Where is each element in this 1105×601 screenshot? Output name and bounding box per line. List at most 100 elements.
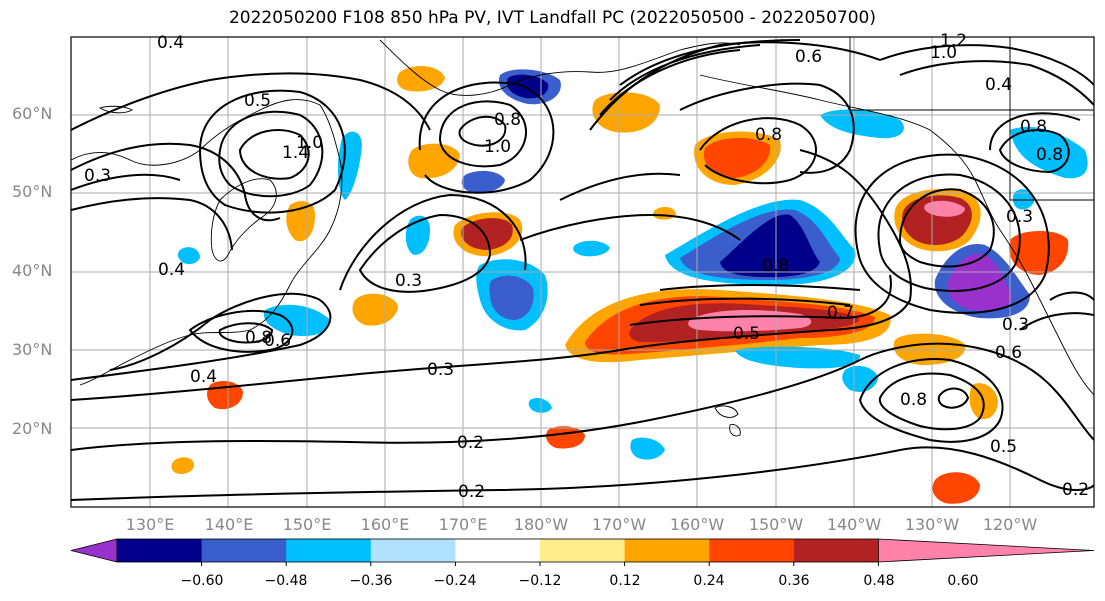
colorbar-swatch [201, 539, 287, 562]
shade-positive [286, 201, 315, 242]
contour-label: 0.3 [1002, 315, 1029, 335]
shade-negative [528, 397, 552, 413]
coastline [849, 37, 1094, 111]
shade-negative [573, 240, 610, 257]
contour-label: 1.2 [940, 31, 967, 51]
lon-label: 170°W [591, 515, 647, 534]
shade-negative [947, 253, 1012, 311]
shade-negative [461, 170, 505, 193]
contour [71, 359, 861, 451]
lon-label: 170°E [438, 515, 488, 534]
colorbar-tick-label: 0.48 [863, 573, 895, 589]
contour-label: 1.4 [282, 143, 309, 163]
contour [438, 100, 527, 168]
contour [71, 292, 332, 381]
contour [238, 129, 310, 180]
lon-label: 140°E [204, 515, 254, 534]
contour [639, 297, 851, 306]
shade-positive [408, 143, 460, 179]
contour-label: 0.3 [427, 360, 454, 380]
colorbar-tick-label: 0.36 [778, 573, 810, 589]
plot-frame [70, 36, 1095, 508]
lon-label: 150°W [748, 515, 804, 534]
contour-label: 0.4 [985, 75, 1012, 95]
contour [609, 44, 761, 101]
contour [629, 274, 892, 326]
lon-label: 180°W [513, 515, 569, 534]
lon-label: 140°W [826, 515, 882, 534]
contour-label: 0.4 [157, 33, 184, 53]
contour-label: 0.5 [733, 324, 760, 344]
contour-label: 0.5 [244, 91, 271, 111]
colorbar [70, 538, 1095, 566]
colorbar-tick-label: −0.12 [518, 573, 562, 589]
shade-positive [397, 66, 445, 92]
shade-positive [932, 472, 980, 504]
contour-label: 0.6 [995, 343, 1022, 363]
contour-label: 0.8 [762, 256, 789, 276]
contour [71, 446, 1094, 501]
contour [339, 193, 527, 291]
lon-label: 130°E [125, 515, 175, 534]
shade-positive [703, 137, 771, 178]
contour-label: 0.8 [245, 328, 272, 348]
contour [679, 82, 855, 174]
contour [71, 349, 621, 401]
contour [898, 188, 995, 268]
colorbar-swatch [540, 539, 626, 562]
contour-label: 0.7 [827, 303, 854, 323]
contour-label: 0.2 [457, 433, 484, 453]
coastline [210, 178, 277, 262]
shade-positive [1009, 231, 1069, 275]
colorbar-swatch [624, 539, 710, 562]
contour [877, 173, 1021, 292]
shade-negative [489, 275, 534, 320]
contour [899, 60, 1094, 106]
colorbar-tick-label: −0.48 [264, 573, 308, 589]
contour [519, 213, 741, 241]
colorbar-tick-label: −0.24 [433, 573, 477, 589]
colorbar-swatch [455, 539, 541, 562]
contour [418, 81, 555, 194]
contour-label: 0.8 [494, 110, 521, 130]
colorbar-tick-label: 0.12 [609, 573, 641, 589]
shade-positive [924, 200, 965, 217]
shade-negative [1010, 126, 1088, 179]
shade-positive [461, 218, 513, 250]
coastlines [71, 37, 1094, 437]
contour [859, 342, 1094, 441]
shade-negative [405, 215, 430, 255]
contour [854, 153, 1050, 314]
shade-negative [630, 437, 665, 460]
contour-label: 0.3 [1006, 207, 1033, 227]
contour [559, 172, 681, 201]
contour [1049, 291, 1094, 301]
contour [878, 372, 985, 431]
contour [619, 39, 801, 86]
contour [218, 110, 324, 198]
contour [998, 129, 1070, 174]
contour [1019, 312, 1094, 331]
colorbar-swatch [370, 539, 456, 562]
lon-label: 120°W [982, 515, 1038, 534]
contour-label: 0.4 [190, 367, 217, 387]
shading-layer [171, 66, 1088, 504]
map-title: 2022050200 F108 850 hPa PV, IVT Landfall… [228, 8, 876, 28]
colorbar-tick-label: −0.36 [349, 573, 393, 589]
colorbar-swatch [117, 539, 203, 562]
colorbar-swatch [286, 539, 372, 562]
shade-negative [1012, 189, 1035, 210]
contour [937, 387, 970, 409]
colorbar-tick-label: 0.60 [947, 573, 979, 589]
contour-label: 0.8 [1036, 145, 1063, 165]
colorbar-swatch [793, 539, 879, 562]
contour-label: 0.2 [1062, 480, 1089, 500]
contour [879, 44, 1094, 86]
coastline [1009, 37, 1094, 201]
shade-positive [546, 426, 585, 449]
contour-label: 0.3 [395, 271, 422, 291]
contour [699, 117, 817, 185]
lat-label: 20°N [12, 419, 53, 438]
shade-positive [352, 293, 398, 326]
